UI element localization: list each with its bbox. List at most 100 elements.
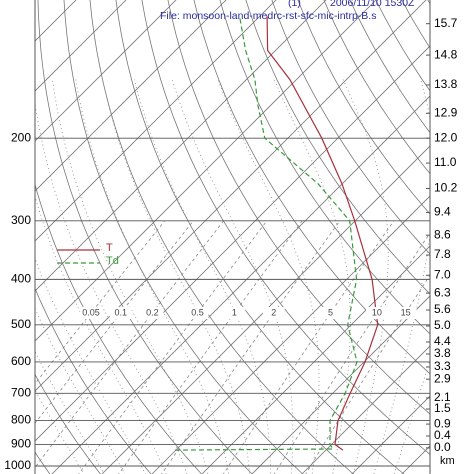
isotherm bbox=[201, 245, 430, 474]
isotherm bbox=[35, 0, 177, 142]
mixing-ratio-label-bg bbox=[223, 307, 246, 319]
date-label: 2006/11/10 1530Z bbox=[330, 0, 415, 9]
km-tick-label: 12.9 bbox=[434, 105, 458, 119]
km-tick-label: 6.3 bbox=[434, 285, 451, 299]
mixing-ratio-label: 0.5 bbox=[191, 307, 204, 317]
km-tick-label: 14.8 bbox=[434, 47, 458, 61]
km-tick-label: 13.8 bbox=[434, 77, 458, 91]
dry-adiabat bbox=[167, 0, 430, 415]
mixing-ratio-label: 0.1 bbox=[114, 307, 127, 317]
isotherm bbox=[35, 0, 327, 292]
profile-line bbox=[174, 16, 358, 451]
isotherm bbox=[35, 0, 77, 42]
dry-adiabat bbox=[89, 0, 354, 474]
km-tick-label: 8.6 bbox=[434, 227, 451, 241]
mixing-ratio-label-bg bbox=[365, 307, 388, 319]
y-tick-label: 700 bbox=[11, 386, 31, 400]
km-tick-label: 11.0 bbox=[434, 155, 457, 169]
isotherm bbox=[35, 0, 127, 92]
km-tick-label: 9.4 bbox=[434, 205, 451, 219]
dry-adiabat bbox=[271, 0, 430, 255]
moist-adiabat bbox=[35, 350, 105, 474]
km-tick-label: 1.5 bbox=[434, 401, 451, 415]
dry-adiabat bbox=[245, 0, 430, 295]
isotherm bbox=[51, 95, 430, 474]
mixing-ratio-label-bg bbox=[319, 307, 342, 319]
moist-adiabat bbox=[134, 79, 272, 474]
mixing-ratio-label: 2 bbox=[271, 307, 276, 317]
km-tick-label: 2.9 bbox=[434, 371, 451, 385]
moist-adiabat bbox=[393, 358, 430, 474]
dry-adiabat bbox=[35, 287, 152, 474]
dry-adiabat bbox=[219, 0, 430, 335]
km-axis-label: km bbox=[440, 455, 455, 467]
legend-label: Td bbox=[106, 255, 119, 267]
mixing-ratio-label: 1 bbox=[232, 307, 237, 317]
mixing-ratio-label-bg bbox=[80, 307, 103, 319]
legend-label: T bbox=[106, 242, 113, 254]
moist-adiabat bbox=[342, 79, 389, 474]
isotherm bbox=[35, 0, 377, 342]
dry-adiabat bbox=[115, 0, 405, 474]
moist-adiabat bbox=[35, 307, 126, 474]
moist-adiabat bbox=[217, 79, 320, 474]
mixing-ratio-label-bg bbox=[141, 307, 164, 319]
isotherm bbox=[101, 145, 430, 474]
dry-adiabat bbox=[141, 0, 430, 455]
moist-adiabat bbox=[75, 79, 230, 474]
dry-adiabat bbox=[63, 0, 304, 474]
moist-adiabat bbox=[35, 195, 167, 474]
mixing-ratio-line bbox=[161, 220, 341, 474]
y-tick-label: 900 bbox=[11, 437, 31, 451]
moist-adiabat bbox=[35, 389, 85, 474]
y-tick-label: 500 bbox=[11, 317, 31, 331]
km-tick-label: 7.8 bbox=[434, 247, 451, 261]
dry-adiabat bbox=[297, 0, 430, 215]
moist-adiabat bbox=[52, 79, 209, 474]
y-tick-label: 400 bbox=[11, 272, 31, 286]
y-tick-label: 600 bbox=[11, 354, 31, 368]
mixing-ratio-line bbox=[305, 274, 430, 474]
isotherm bbox=[35, 0, 277, 242]
km-tick-label: 0.0 bbox=[434, 440, 451, 454]
profiles bbox=[174, 16, 379, 451]
dry-adiabat bbox=[37, 0, 253, 474]
moist-adiabat bbox=[273, 79, 351, 474]
km-tick-label: 3.8 bbox=[434, 346, 451, 360]
isotherm bbox=[35, 0, 227, 192]
km-tick-label: 5.0 bbox=[434, 318, 451, 332]
y-tick-label: 1000 bbox=[4, 458, 31, 472]
y-tick-label: 200 bbox=[11, 130, 31, 144]
y-tick-label: 300 bbox=[11, 213, 31, 227]
mixing-ratio-label-bg bbox=[109, 307, 132, 319]
dry-adiabat bbox=[193, 0, 430, 375]
mixing-ratio-label-bg bbox=[186, 307, 209, 319]
km-tick-label: 10.2 bbox=[434, 181, 458, 195]
mixing-ratio-label-bg bbox=[262, 307, 285, 319]
km-tick-label: 12.0 bbox=[434, 130, 458, 144]
km-tick-label: 0.9 bbox=[434, 416, 451, 430]
file-label: File: monsoon-land-medrc-rst-sfc-mic-int… bbox=[160, 10, 376, 22]
profile-line bbox=[266, 16, 379, 451]
km-tick-label: 5.6 bbox=[434, 302, 451, 316]
mixing-ratio-line bbox=[35, 220, 166, 385]
mixing-ratio-label: 0.2 bbox=[146, 307, 159, 317]
dry-adiabat bbox=[35, 373, 101, 474]
mixing-ratio-label: 10 bbox=[372, 307, 382, 317]
isotherm bbox=[251, 295, 430, 474]
mixing-ratio-line bbox=[118, 220, 303, 474]
mixing-ratio-line bbox=[78, 220, 268, 474]
km-tick-label: 15.7 bbox=[434, 16, 458, 30]
isotherm bbox=[301, 345, 430, 474]
dry-adiabat bbox=[35, 183, 203, 474]
km-tick-label: 2.1 bbox=[434, 390, 451, 404]
mixing-ratio-label-bg bbox=[394, 307, 417, 319]
run-label: (1) bbox=[288, 0, 301, 9]
mixing-ratio-label: 0.05 bbox=[82, 307, 100, 317]
km-tick-label: 3.3 bbox=[434, 359, 451, 373]
